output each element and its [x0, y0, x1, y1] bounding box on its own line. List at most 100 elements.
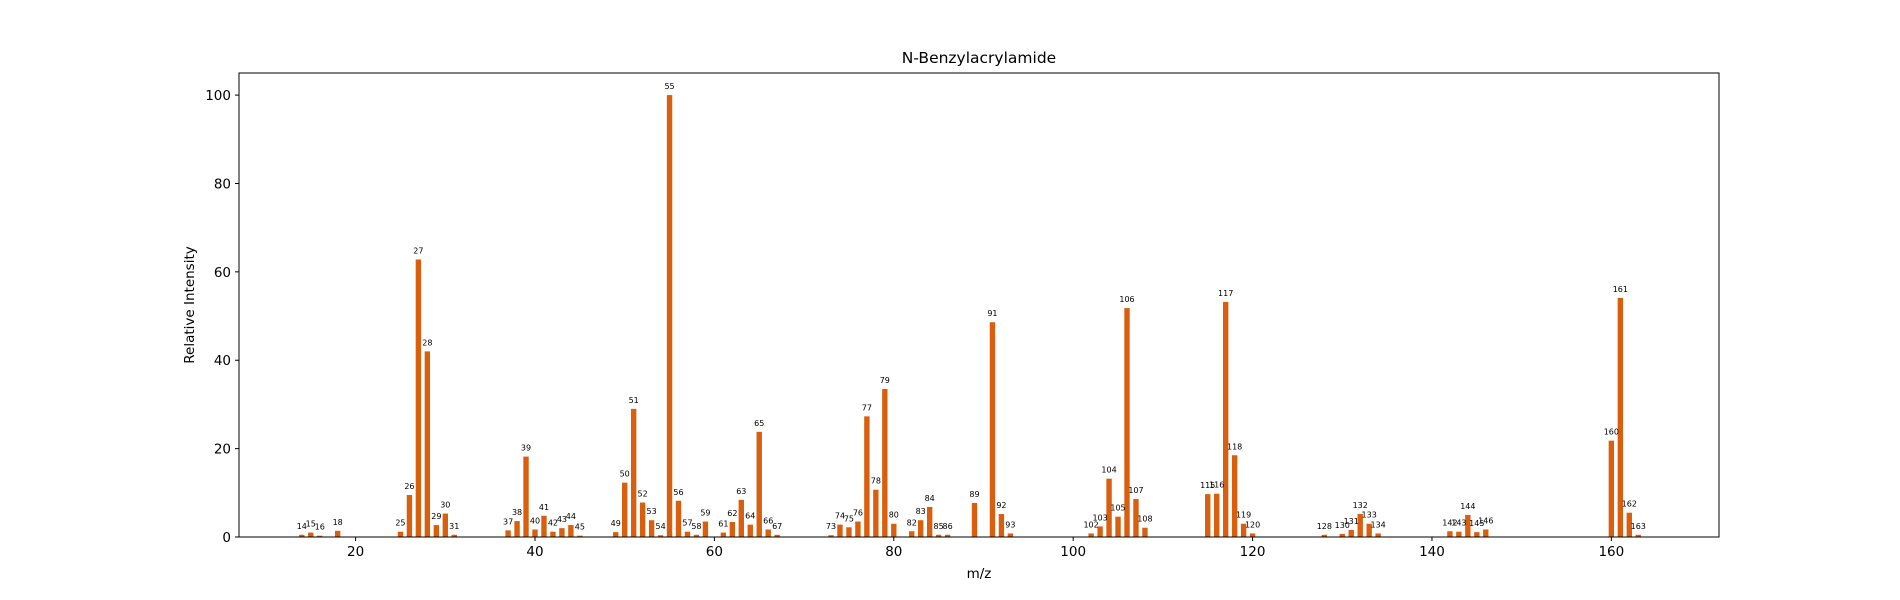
peak-label-mz-161: 161 [1613, 285, 1628, 294]
bar-mz-76 [855, 521, 861, 537]
peak-label-mz-54: 54 [655, 522, 665, 531]
peak-label-mz-59: 59 [700, 509, 710, 518]
bar-mz-26 [406, 495, 413, 537]
peak-label-mz-116: 116 [1209, 481, 1224, 490]
peak-label-mz-39: 39 [521, 444, 531, 453]
peak-label-mz-45: 45 [575, 523, 585, 532]
x-tick-label-100: 100 [1060, 544, 1086, 560]
bar-mz-57 [684, 531, 691, 537]
y-tick-label-60: 60 [214, 265, 231, 281]
bar-mz-107 [1133, 499, 1139, 537]
y-axis-label: Relative Intensity [182, 246, 198, 364]
bar-mz-45 [577, 535, 583, 537]
x-tick-label-20: 20 [347, 544, 364, 560]
bar-mz-161 [1617, 297, 1624, 537]
peak-label-mz-73: 73 [826, 522, 836, 531]
x-tick-label-160: 160 [1598, 544, 1624, 560]
peak-label-mz-16: 16 [315, 523, 325, 532]
bar-mz-28 [424, 351, 431, 537]
peak-label-mz-44: 44 [566, 512, 576, 521]
bar-mz-29 [433, 525, 440, 537]
peak-label-mz-65: 65 [754, 419, 764, 428]
peak-label-mz-132: 132 [1353, 501, 1368, 510]
bar-mz-85 [935, 534, 942, 537]
peak-label-mz-82: 82 [907, 518, 917, 527]
peak-label-mz-105: 105 [1110, 504, 1125, 513]
bar-mz-56 [675, 500, 682, 537]
peak-label-mz-63: 63 [736, 487, 746, 496]
x-tick-label-40: 40 [526, 544, 543, 560]
bar-mz-75 [846, 527, 852, 537]
peak-label-mz-52: 52 [638, 490, 648, 499]
bar-mz-42 [550, 531, 556, 537]
bar-mz-30 [442, 513, 448, 537]
bar-mz-163 [1635, 534, 1641, 537]
y-tick-label-80: 80 [214, 176, 231, 192]
peak-label-mz-27: 27 [413, 246, 423, 255]
bar-mz-145 [1474, 532, 1480, 537]
peak-label-mz-118: 118 [1227, 442, 1242, 451]
bar-mz-40 [532, 529, 538, 537]
bar-mz-52 [639, 502, 646, 537]
bar-mz-51 [630, 408, 637, 537]
x-axis-label: m/z [967, 566, 992, 582]
peak-label-mz-144: 144 [1460, 502, 1475, 511]
peak-label-mz-119: 119 [1236, 511, 1251, 520]
bar-mz-120 [1249, 533, 1256, 537]
bar-mz-55 [666, 95, 673, 537]
bar-mz-133 [1366, 523, 1372, 537]
peak-label-mz-31: 31 [449, 522, 459, 531]
peak-label-mz-51: 51 [629, 396, 639, 405]
peak-label-mz-131: 131 [1344, 517, 1359, 526]
bar-mz-27 [415, 259, 422, 537]
bar-mz-118 [1231, 455, 1238, 537]
peak-label-mz-85: 85 [934, 522, 944, 531]
peak-label-mz-162: 162 [1622, 500, 1637, 509]
peak-label-mz-78: 78 [871, 477, 881, 486]
peak-label-mz-58: 58 [691, 522, 701, 531]
peak-label-mz-75: 75 [844, 514, 854, 523]
bar-mz-130 [1339, 533, 1345, 537]
bar-mz-18 [334, 530, 341, 537]
bar-mz-54 [657, 535, 664, 537]
bar-mz-142 [1447, 531, 1453, 537]
bar-mz-58 [693, 534, 700, 537]
bar-mz-31 [451, 534, 457, 537]
bar-mz-74 [837, 524, 843, 537]
bar-mz-93 [1007, 533, 1014, 537]
bar-mz-59 [702, 521, 709, 537]
peak-label-mz-42: 42 [548, 519, 558, 528]
bar-mz-80 [891, 523, 897, 537]
peak-label-mz-163: 163 [1631, 522, 1646, 531]
peak-label-mz-130: 130 [1335, 521, 1350, 530]
peak-label-mz-86: 86 [943, 522, 953, 531]
bar-mz-119 [1240, 523, 1247, 537]
peak-label-mz-91: 91 [987, 309, 997, 318]
bar-mz-143 [1456, 531, 1462, 537]
y-tick-label-40: 40 [214, 353, 231, 369]
peak-label-mz-133: 133 [1362, 511, 1377, 520]
bar-mz-104 [1106, 478, 1112, 537]
peak-label-mz-134: 134 [1371, 520, 1386, 529]
bar-mz-86 [944, 534, 951, 537]
bar-mz-82 [909, 531, 915, 537]
peak-label-mz-56: 56 [673, 488, 683, 497]
peak-label-mz-50: 50 [620, 470, 630, 479]
peak-label-mz-107: 107 [1128, 486, 1143, 495]
bar-mz-160 [1608, 440, 1615, 537]
peak-label-mz-62: 62 [727, 509, 737, 518]
x-axis: 20 40 60 80 100 120 140 160 [347, 537, 1624, 560]
bar-mz-38 [514, 521, 520, 537]
peak-label-mz-41: 41 [539, 503, 549, 512]
peak-label-mz-30: 30 [440, 501, 450, 510]
peak-label-mz-57: 57 [682, 519, 692, 528]
bar-mz-105 [1115, 516, 1121, 537]
bar-mz-39 [523, 456, 529, 537]
peak-label-mz-142: 142 [1442, 518, 1457, 527]
peak-label-mz-104: 104 [1101, 466, 1116, 475]
bar-mz-89 [971, 502, 978, 537]
bar-mz-44 [568, 525, 574, 537]
peak-label-mz-14: 14 [297, 522, 307, 531]
bar-mz-41 [541, 515, 547, 537]
